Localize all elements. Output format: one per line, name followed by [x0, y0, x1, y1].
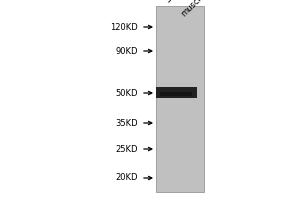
Text: 50KD: 50KD	[116, 88, 138, 98]
Text: 25KD: 25KD	[116, 144, 138, 154]
Bar	[156, 87, 196, 98]
Bar	[160, 92, 193, 96]
Bar	[156, 6, 204, 192]
Text: muscle: muscle	[180, 0, 207, 18]
Text: Skeletal: Skeletal	[163, 0, 193, 4]
Text: 20KD: 20KD	[116, 173, 138, 182]
Text: 35KD: 35KD	[116, 118, 138, 128]
Text: 120KD: 120KD	[110, 22, 138, 31]
Text: 90KD: 90KD	[116, 46, 138, 55]
